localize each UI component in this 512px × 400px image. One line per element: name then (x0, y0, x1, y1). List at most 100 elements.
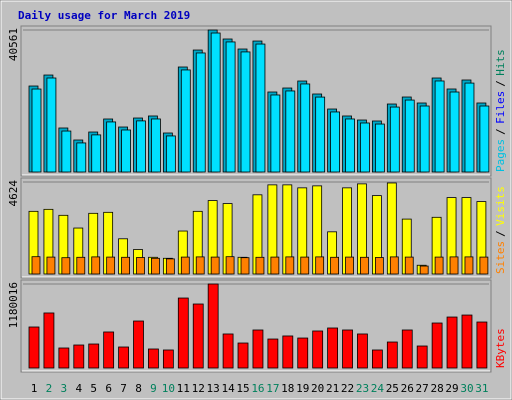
legend-separator: / (494, 230, 507, 237)
x-tick-label: 27 (416, 382, 429, 395)
bar (61, 257, 71, 275)
x-tick-label: 15 (236, 382, 249, 395)
x-tick-label: 4 (75, 382, 82, 395)
legend-entry: Sites (494, 241, 507, 274)
panel (20, 279, 492, 373)
bar (476, 321, 488, 369)
bar (449, 256, 459, 275)
bar (133, 320, 144, 369)
x-tick-label: 24 (371, 382, 385, 395)
x-tick-label: 19 (296, 382, 309, 395)
bar (103, 331, 115, 369)
y-tick-label: 1180016 (7, 282, 20, 328)
x-tick-label: 28 (430, 382, 443, 395)
legend-entry: Files (494, 91, 507, 124)
bar (210, 256, 220, 275)
bar (121, 129, 131, 173)
x-tick-label: 16 (251, 382, 264, 395)
bar (255, 43, 266, 173)
bar (237, 342, 249, 369)
x-tick-label: 9 (150, 382, 157, 395)
bar (330, 111, 341, 173)
bar (327, 327, 339, 369)
bar (225, 41, 236, 173)
x-tick-label: 6 (105, 382, 112, 395)
bar (162, 349, 174, 369)
x-tick-label: 11 (177, 382, 190, 395)
bar (58, 347, 70, 369)
bar (419, 265, 429, 275)
bar (464, 256, 474, 275)
bar (180, 256, 190, 275)
x-tick-label: 21 (326, 382, 339, 395)
bar (360, 122, 370, 173)
bar (446, 316, 458, 369)
x-tick-label: 30 (460, 382, 473, 395)
bar (270, 94, 281, 173)
bar (282, 335, 294, 369)
bar (449, 91, 460, 173)
bar (195, 52, 206, 173)
bar (285, 256, 295, 275)
bar (61, 130, 72, 173)
bar (357, 333, 368, 369)
bar (180, 69, 191, 173)
bar (31, 88, 42, 173)
bar (136, 257, 145, 275)
bar (330, 256, 340, 275)
bar (91, 256, 101, 275)
y-tick-label: 40561 (7, 28, 20, 61)
bar (345, 118, 355, 173)
bar (416, 345, 428, 369)
x-tick-label: 25 (386, 382, 399, 395)
bar (300, 83, 311, 173)
x-tick-label: 17 (266, 382, 279, 395)
x-tick-label: 5 (90, 382, 97, 395)
bar (285, 90, 296, 173)
bar (225, 256, 235, 275)
bar (374, 123, 385, 173)
bar (222, 333, 234, 369)
bar (479, 256, 489, 275)
bar (106, 121, 117, 173)
x-tick-label: 29 (445, 382, 458, 395)
legend-entry: Visits (494, 186, 507, 226)
bar (192, 303, 204, 369)
bar (371, 349, 383, 369)
x-tick-label: 3 (61, 382, 68, 395)
legend-separator: / (494, 128, 507, 135)
bar (345, 256, 354, 275)
x-tick-label: 13 (207, 382, 220, 395)
bar (106, 256, 116, 275)
bar (315, 96, 326, 173)
bar (118, 346, 129, 369)
bar (297, 337, 309, 369)
bar (88, 343, 100, 369)
bar (148, 348, 159, 369)
bar (479, 105, 490, 173)
bar (255, 256, 265, 275)
legend-entry: Hits (494, 49, 507, 76)
bar (404, 99, 415, 173)
bar (207, 283, 219, 369)
bar (31, 256, 41, 275)
y-tick-label: 4624 (7, 180, 20, 207)
bar (389, 106, 400, 173)
x-tick-label: 23 (356, 382, 369, 395)
x-tick-label: 7 (120, 382, 127, 395)
bar (389, 256, 399, 275)
bar (165, 258, 175, 275)
bar (431, 322, 443, 369)
x-tick-label: 20 (311, 382, 324, 395)
x-tick-label: 8 (135, 382, 142, 395)
bar (240, 51, 251, 173)
bar (461, 314, 473, 369)
bar (151, 118, 161, 173)
x-tick-label: 12 (192, 382, 205, 395)
bar (28, 326, 40, 369)
bar (76, 256, 86, 275)
bar (312, 330, 324, 369)
bar (210, 32, 221, 173)
